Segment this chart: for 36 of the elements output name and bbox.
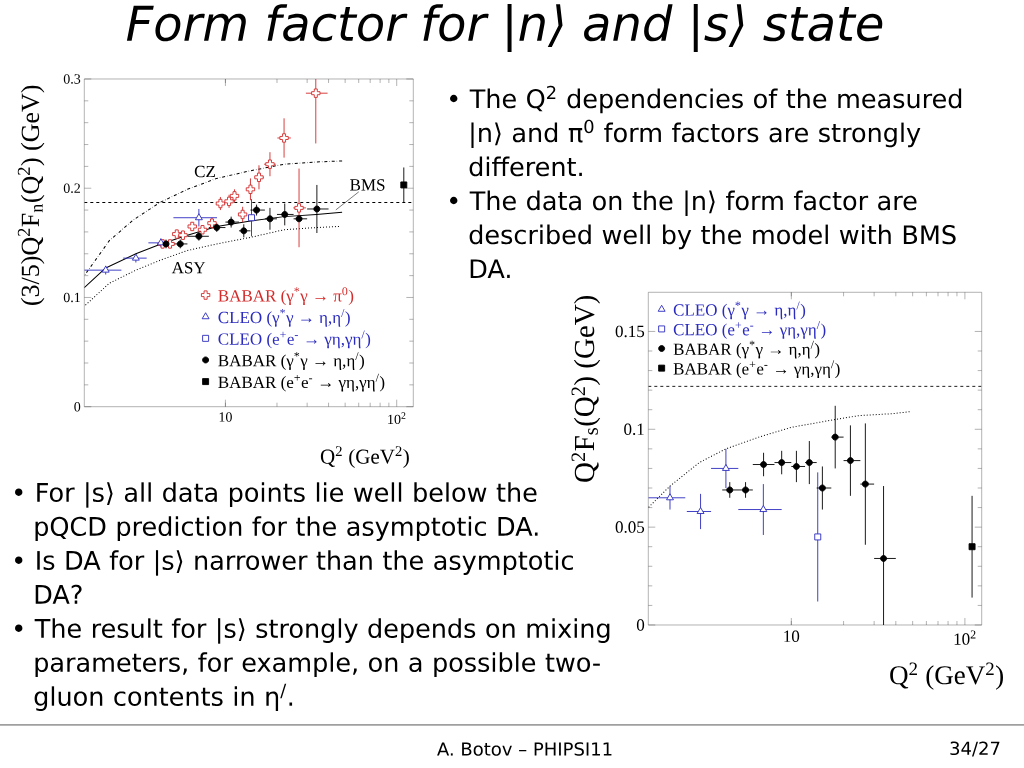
y-tick-label: 0 xyxy=(636,619,645,631)
annotation: CZ xyxy=(194,165,215,178)
legend-label: CLEO (e$^{+}$e$^{-}$ → γη,γη$^{/}$) xyxy=(673,321,826,339)
text: 34/27 xyxy=(950,741,1000,757)
text: Form factor for |n⟩ and |s⟩ state xyxy=(126,3,883,52)
y-tick-label: 0.2 xyxy=(63,183,80,193)
annotation: BMS xyxy=(350,179,385,191)
text: • The result for |s⟩ strongly depends on mixing parameters, for example, on a possible two-gluon contents in η$^{/}$. xyxy=(15,618,610,711)
y-tick-label: 0.15 xyxy=(615,325,645,338)
legend-label: CLEO (e$^{+}$e$^{-}$ → γη,γη$^{/}$) xyxy=(218,330,371,349)
x-tick-label: 10 xyxy=(784,630,800,643)
text: • The data on the |n⟩ form factor are described well by the model with BMS DA. xyxy=(450,190,956,278)
legend-label: CLEO (γ$^{*}$γ → η,η$^{/}$) xyxy=(673,301,806,320)
legend-label: BABAR (e$^{+}$e$^{-}$ → γη,γη$^{/}$) xyxy=(218,373,385,392)
y-tick-label: 0.1 xyxy=(624,423,644,436)
legend-label: CLEO (γ$^{*}$γ → η,η$^{/}$) xyxy=(218,308,350,327)
x-tick-label: 10$^{2}$ xyxy=(954,630,976,645)
legend-label: BABAR (γ$^{*}$γ → π$^{0}$) xyxy=(218,287,354,306)
y-tick-label: 0.3 xyxy=(63,74,81,84)
y-axis-title: (3/5)Q$^{2}$F$_{n}$(Q$^{2}$) (GeV) xyxy=(17,85,45,305)
legend-label: BABAR (e$^{+}$e$^{-}$ → γη,γη$^{/}$) xyxy=(673,360,840,379)
y-axis-title: Q$^{2}$F$_{s}$(Q$^{2}$) (GeV) xyxy=(571,295,601,482)
x-tick-label: 10 xyxy=(219,412,232,422)
legend-label: BABAR (γ$^{*}$γ → η,η$^{/}$) xyxy=(673,340,820,359)
legend-label: BABAR (γ$^{*}$γ → η,η$^{/}$) xyxy=(218,352,365,370)
y-tick-label: 0.05 xyxy=(615,521,645,533)
annotation: ASY xyxy=(171,262,206,274)
text: • The Q$^{2}$ dependencies of the measured |n⟩ and π$^{0}$ form factors are strongly different. xyxy=(450,85,962,177)
x-axis-title: Q$^{2}$ (GeV$^{2}$) xyxy=(890,662,1003,690)
x-axis-title: Q$^{2}$ (GeV$^{2}$) xyxy=(320,446,409,468)
text: • For |s⟩ all data points lie well below the pQCD prediction for the asymptotic DA. xyxy=(15,482,538,541)
x-tick-label: 10$^{2}$ xyxy=(388,412,406,425)
y-tick-label: 0.1 xyxy=(63,292,80,303)
text: • Is DA for |s⟩ narrower than the asymptotic DA? xyxy=(15,550,573,604)
y-tick-label: 0 xyxy=(74,401,81,412)
text: A. Botov – PHIPSI11 xyxy=(437,742,612,756)
